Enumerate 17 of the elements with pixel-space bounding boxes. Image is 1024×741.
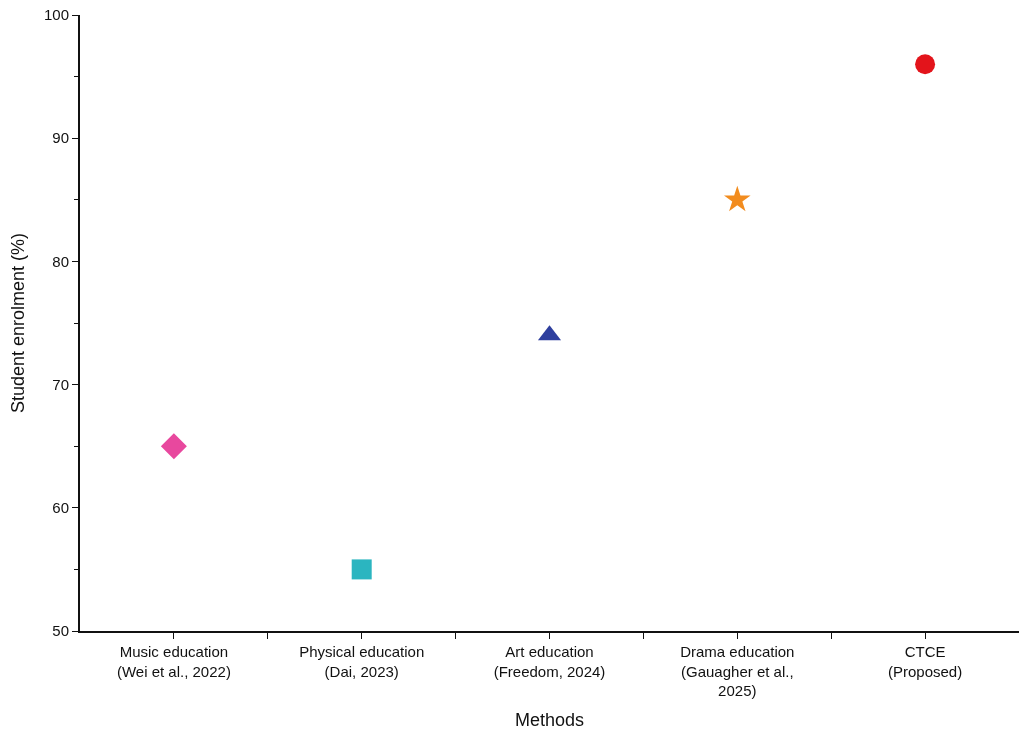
y-tick-label: 100 — [43, 6, 69, 24]
x-tick-label: Art education (Freedom, 2024) — [493, 643, 606, 680]
x-tick-label: CTCE (Proposed) — [888, 643, 963, 680]
y-axis-title: Student enrolment (%) — [7, 232, 28, 414]
point — [351, 559, 372, 580]
point — [160, 433, 187, 460]
y-tick-label: 60 — [52, 499, 69, 517]
y-tick-label: 70 — [52, 375, 69, 393]
point — [723, 185, 751, 212]
x-axis-title: Methods — [514, 709, 585, 730]
x-tick-label: Music education (Wei et al., 2022) — [116, 643, 231, 680]
y-tick-label: 80 — [52, 252, 69, 270]
y-tick-label: 90 — [52, 129, 69, 147]
y-tick-label: 50 — [52, 622, 69, 640]
x-tick-label: Physical education (Dai, 2023) — [299, 643, 425, 680]
point — [915, 54, 936, 75]
x-tick-label: Drama education (Gauagher et al., 2025) — [680, 643, 795, 699]
